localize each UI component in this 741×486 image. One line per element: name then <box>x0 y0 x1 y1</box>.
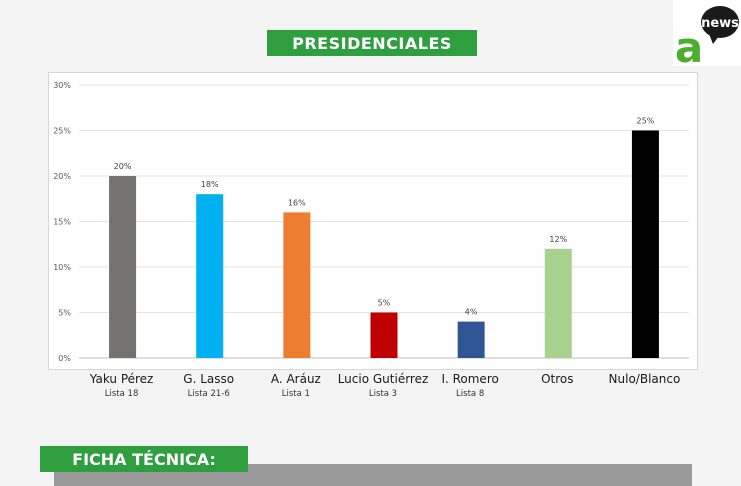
category-label: G. Lasso <box>183 372 234 386</box>
data-label: 4% <box>465 308 478 317</box>
category-sublabel: Lista 8 <box>456 389 484 399</box>
data-label: 12% <box>549 235 567 244</box>
category-label: Otros <box>541 372 573 386</box>
y-tick-label: 0% <box>58 354 71 363</box>
page-title: PRESIDENCIALES <box>267 30 477 56</box>
svg-text:news: news <box>701 16 739 31</box>
category-label: Lucio Gutiérrez <box>338 372 429 386</box>
data-label: 25% <box>637 117 655 126</box>
y-tick-label: 10% <box>53 263 71 272</box>
bar <box>196 194 224 358</box>
svg-text:a: a <box>675 23 703 66</box>
bar <box>283 212 311 358</box>
y-tick-label: 25% <box>53 127 71 136</box>
data-label: 20% <box>114 162 132 171</box>
chart-panel: 0% 5% 10% 15% 20% 25% 30% 20% 18% 16% 5% 4% 12% 25% <box>48 72 698 370</box>
ficha-tecnica-title: FICHA TÉCNICA: <box>40 446 248 472</box>
y-tick-label: 20% <box>53 172 71 181</box>
y-tick-label: 5% <box>58 309 71 318</box>
data-label: 5% <box>378 299 391 308</box>
bar <box>370 312 398 358</box>
y-tick-label: 15% <box>53 218 71 227</box>
bar <box>631 130 659 358</box>
anews-logo: news a <box>673 0 741 72</box>
data-label: 18% <box>201 180 219 189</box>
anews-logo-icon: news a <box>675 6 739 72</box>
category-label: A. Aráuz <box>271 372 321 386</box>
category-label: Nulo/Blanco <box>609 372 681 386</box>
y-tick-label: 30% <box>53 81 71 90</box>
bar <box>109 176 137 358</box>
category-sublabel: Lista 1 <box>282 389 310 399</box>
bar <box>544 248 572 358</box>
data-label: 16% <box>288 198 306 207</box>
category-sublabel: Lista 18 <box>105 389 139 399</box>
category-axis: Yaku Pérez Lista 18 G. Lasso Lista 21-6 A. A… <box>89 372 681 399</box>
category-label: Yaku Pérez <box>89 372 154 386</box>
bar-chart: 0% 5% 10% 15% 20% 25% 30% 20% 18% 16% 5% 4% 12% 25% <box>53 81 689 363</box>
category-label: I. Romero <box>441 372 498 386</box>
category-sublabel: Lista 3 <box>369 389 397 399</box>
category-sublabel: Lista 21-6 <box>188 389 230 399</box>
bar <box>457 321 485 358</box>
